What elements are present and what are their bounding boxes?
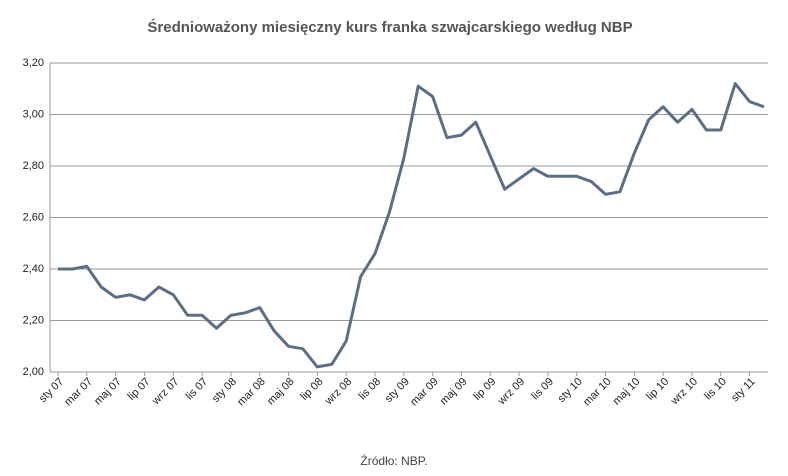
y-tick-label: 2,40 (23, 263, 44, 275)
x-tick-label: mar 09 (408, 376, 441, 409)
y-tick-label: 2,00 (23, 366, 44, 378)
x-tick-label: lip 09 (471, 376, 498, 403)
x-tick-label: lip 07 (126, 376, 153, 403)
x-tick-label: lis 10 (702, 376, 729, 403)
y-tick-label: 2,20 (23, 314, 44, 326)
x-tick-label: wrz 08 (322, 376, 354, 408)
x-tick-label: lis 08 (357, 376, 384, 403)
x-tick-label: lip 10 (644, 376, 671, 403)
x-tick-label: wrz 07 (149, 376, 181, 408)
y-tick-label: 2,80 (23, 160, 44, 172)
y-tick-label: 2,60 (23, 211, 44, 223)
source-note: Źródło: NBP. (360, 453, 427, 468)
x-tick-label: maj 09 (438, 376, 470, 408)
x-tick-label: maj 07 (92, 376, 124, 408)
x-tick-label: wrz 10 (668, 376, 700, 408)
x-tick-label: lip 08 (298, 376, 325, 403)
y-tick-label: 3,00 (23, 108, 44, 120)
x-tick-label: maj 10 (611, 376, 643, 408)
chart-title: Średnioważony miesięczny kurs franka szw… (147, 18, 632, 36)
x-tick-label: mar 10 (581, 376, 614, 409)
x-tick-label: wrz 09 (495, 376, 527, 408)
data-line (58, 82, 765, 369)
x-tick-label: lis 09 (529, 376, 556, 403)
x-tick-label: maj 08 (265, 376, 297, 408)
x-tick-label: mar 08 (235, 376, 268, 409)
x-tick-label: sty 11 (729, 376, 758, 405)
x-tick-label: lis 07 (184, 376, 211, 403)
x-tick-label: mar 07 (62, 376, 95, 409)
y-tick-label: 3,20 (23, 57, 44, 69)
